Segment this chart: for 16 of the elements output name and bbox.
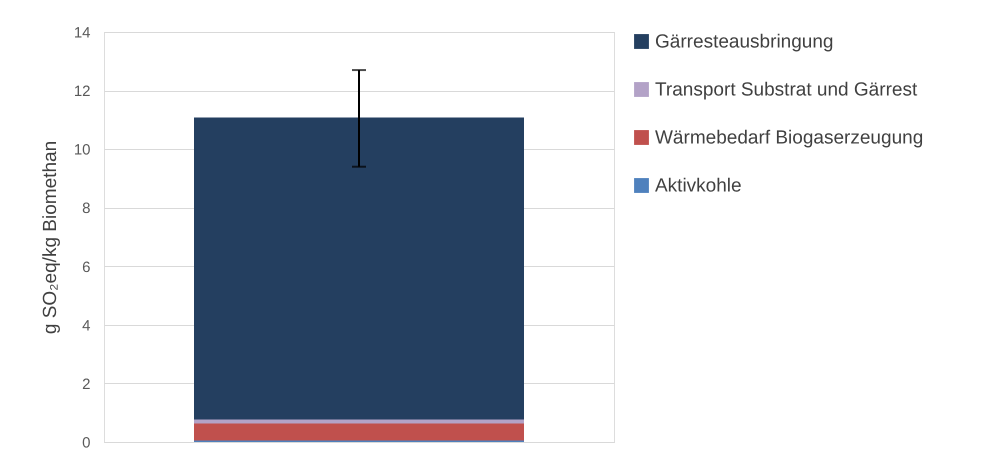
legend-label: Transport Substrat und Gärrest xyxy=(655,80,918,100)
legend-label: Gärresteausbringung xyxy=(655,32,834,52)
y-tick-label: 12 xyxy=(74,83,90,100)
y-tick-label: 8 xyxy=(82,200,90,218)
bar xyxy=(194,424,524,441)
bar xyxy=(194,419,524,424)
y-tick-label: 2 xyxy=(82,376,90,393)
y-tick-label: 6 xyxy=(82,258,90,276)
legend-label: Aktivkohle xyxy=(655,176,742,196)
y-axis-title: g SO₂eq/kg Biomethan xyxy=(40,140,61,334)
y-tick-label: 4 xyxy=(82,317,90,334)
y-tick-label: 10 xyxy=(74,142,90,159)
bar xyxy=(194,118,524,420)
legend-label: Wärmebedarf Biogaserzeugung xyxy=(655,128,924,148)
y-tick-label: 0 xyxy=(82,434,90,452)
y-tick-label: 14 xyxy=(74,24,90,42)
